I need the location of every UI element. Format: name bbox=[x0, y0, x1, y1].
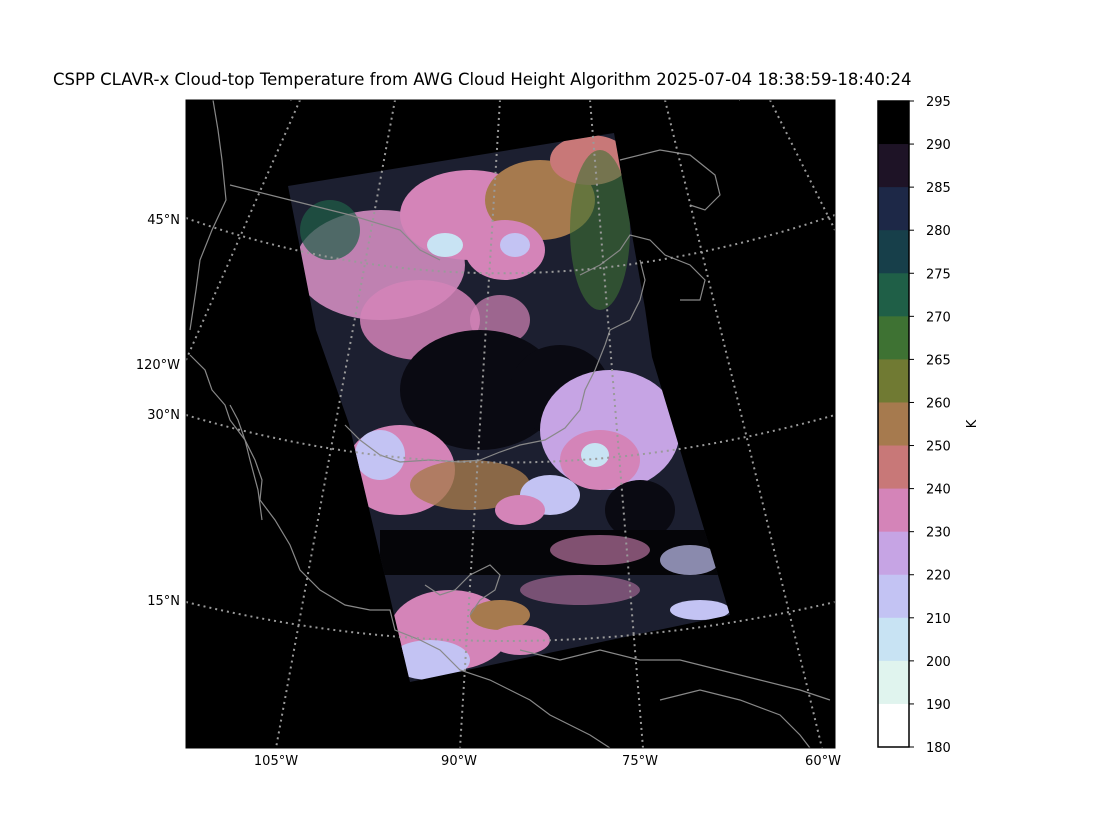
colorbar: 295 290 285 280 275 270 265 260 250 240 230 220 210 2… bbox=[877, 95, 951, 756]
colorbar-tick-label: 295 bbox=[926, 95, 951, 110]
colorbar-tick-label: 275 bbox=[926, 267, 951, 282]
colorbar-segment bbox=[878, 144, 909, 188]
colorbar-tick-label: 190 bbox=[926, 698, 951, 713]
colorbar-segment bbox=[878, 230, 909, 274]
colorbar-tick-label: 240 bbox=[926, 483, 951, 498]
lat-label-30: 30°N bbox=[147, 408, 180, 423]
colorbar-tick-label: 290 bbox=[926, 138, 951, 153]
colorbar-segment bbox=[878, 101, 909, 145]
colorbar-tick-label: 230 bbox=[926, 526, 951, 541]
colorbar-tick-label: 200 bbox=[926, 655, 951, 670]
colorbar-tick-label: 220 bbox=[926, 569, 951, 584]
lon-label-60w: 60°W bbox=[805, 754, 841, 769]
colorbar-unit-label: K bbox=[965, 419, 980, 428]
colorbar-segment bbox=[878, 316, 909, 360]
colorbar-segment bbox=[878, 488, 909, 533]
graticule-lines bbox=[186, 100, 835, 748]
colorbar-segment bbox=[878, 187, 909, 231]
colorbar-tick-label: 180 bbox=[926, 741, 951, 756]
colorbar-segment bbox=[878, 445, 909, 490]
coastlines bbox=[189, 100, 831, 748]
colorbar-tick-label: 280 bbox=[926, 224, 951, 239]
lon-label-75w: 75°W bbox=[622, 754, 658, 769]
lat-label-45: 45°N bbox=[147, 213, 180, 228]
map-title: CSPP CLAVR-x Cloud-top Temperature from … bbox=[53, 70, 912, 89]
colorbar-frame bbox=[877, 100, 910, 748]
colorbar-segment bbox=[878, 574, 909, 619]
lat-label-15: 15°N bbox=[147, 594, 180, 609]
colorbar-tick-label: 265 bbox=[926, 353, 951, 368]
lon-label-90w: 90°W bbox=[441, 754, 477, 769]
colorbar-segment bbox=[878, 402, 909, 447]
colorbar-segment bbox=[878, 660, 909, 705]
lon-label-105w: 105°W bbox=[254, 754, 298, 769]
colorbar-tick-label: 250 bbox=[926, 440, 951, 455]
colorbar-segment bbox=[878, 273, 909, 317]
lon-label-120w: 120°W bbox=[136, 358, 180, 373]
map-frame bbox=[185, 99, 836, 749]
colorbar-tick-label: 210 bbox=[926, 612, 951, 627]
colorbar-tick-label: 285 bbox=[926, 181, 951, 196]
colorbar-segment bbox=[878, 617, 909, 662]
colorbar-segment bbox=[878, 359, 909, 403]
colorbar-segment bbox=[878, 703, 909, 748]
colorbar-tick-label: 270 bbox=[926, 310, 951, 325]
colorbar-tick-label: 260 bbox=[926, 396, 951, 411]
colorbar-segment bbox=[878, 531, 909, 576]
